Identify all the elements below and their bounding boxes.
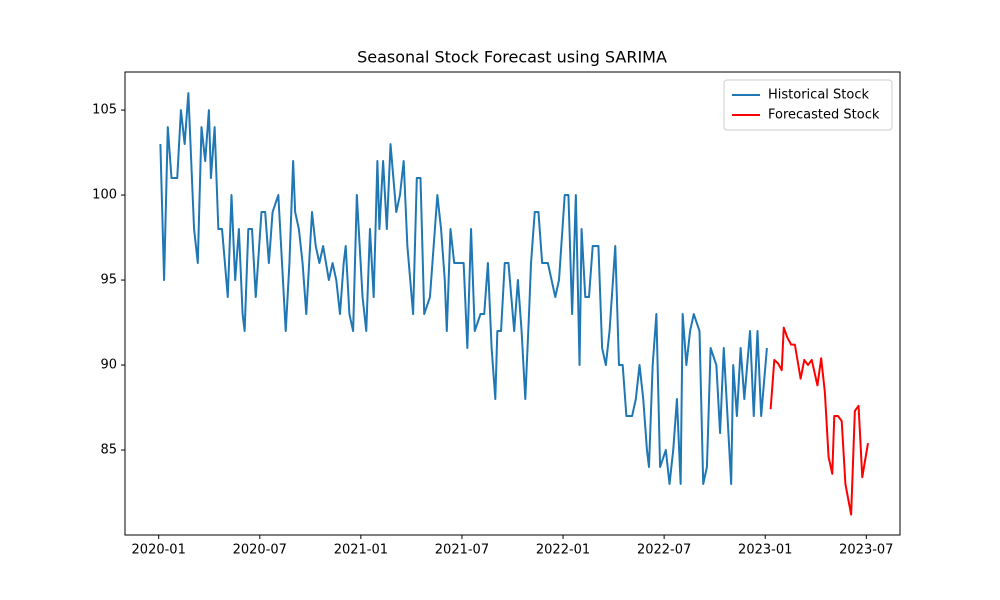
series-line bbox=[159, 92, 768, 486]
legend-label: Historical Stock bbox=[768, 88, 869, 103]
x-tick-label: 2020-01 bbox=[132, 543, 186, 558]
series-line bbox=[769, 326, 869, 516]
x-tick-label: 2020-07 bbox=[233, 543, 287, 558]
chart-title: Seasonal Stock Forecast using SARIMA bbox=[357, 48, 667, 67]
x-tick-label: 2022-07 bbox=[637, 543, 691, 558]
x-tick-label: 2021-07 bbox=[435, 543, 489, 558]
legend-label: Forecasted Stock bbox=[768, 108, 880, 123]
plot-frame bbox=[124, 71, 901, 536]
x-tick-label: 2023-01 bbox=[738, 543, 792, 558]
y-tick-label: 90 bbox=[100, 358, 117, 373]
y-tick-label: 95 bbox=[100, 273, 117, 288]
legend-box bbox=[723, 79, 893, 131]
y-tick-label: 100 bbox=[92, 188, 117, 203]
y-tick-label: 105 bbox=[92, 103, 117, 118]
x-tick-label: 2023-07 bbox=[839, 543, 893, 558]
y-tick-label: 85 bbox=[100, 443, 117, 458]
x-tick-label: 2021-01 bbox=[334, 543, 388, 558]
x-tick-label: 2022-01 bbox=[536, 543, 590, 558]
